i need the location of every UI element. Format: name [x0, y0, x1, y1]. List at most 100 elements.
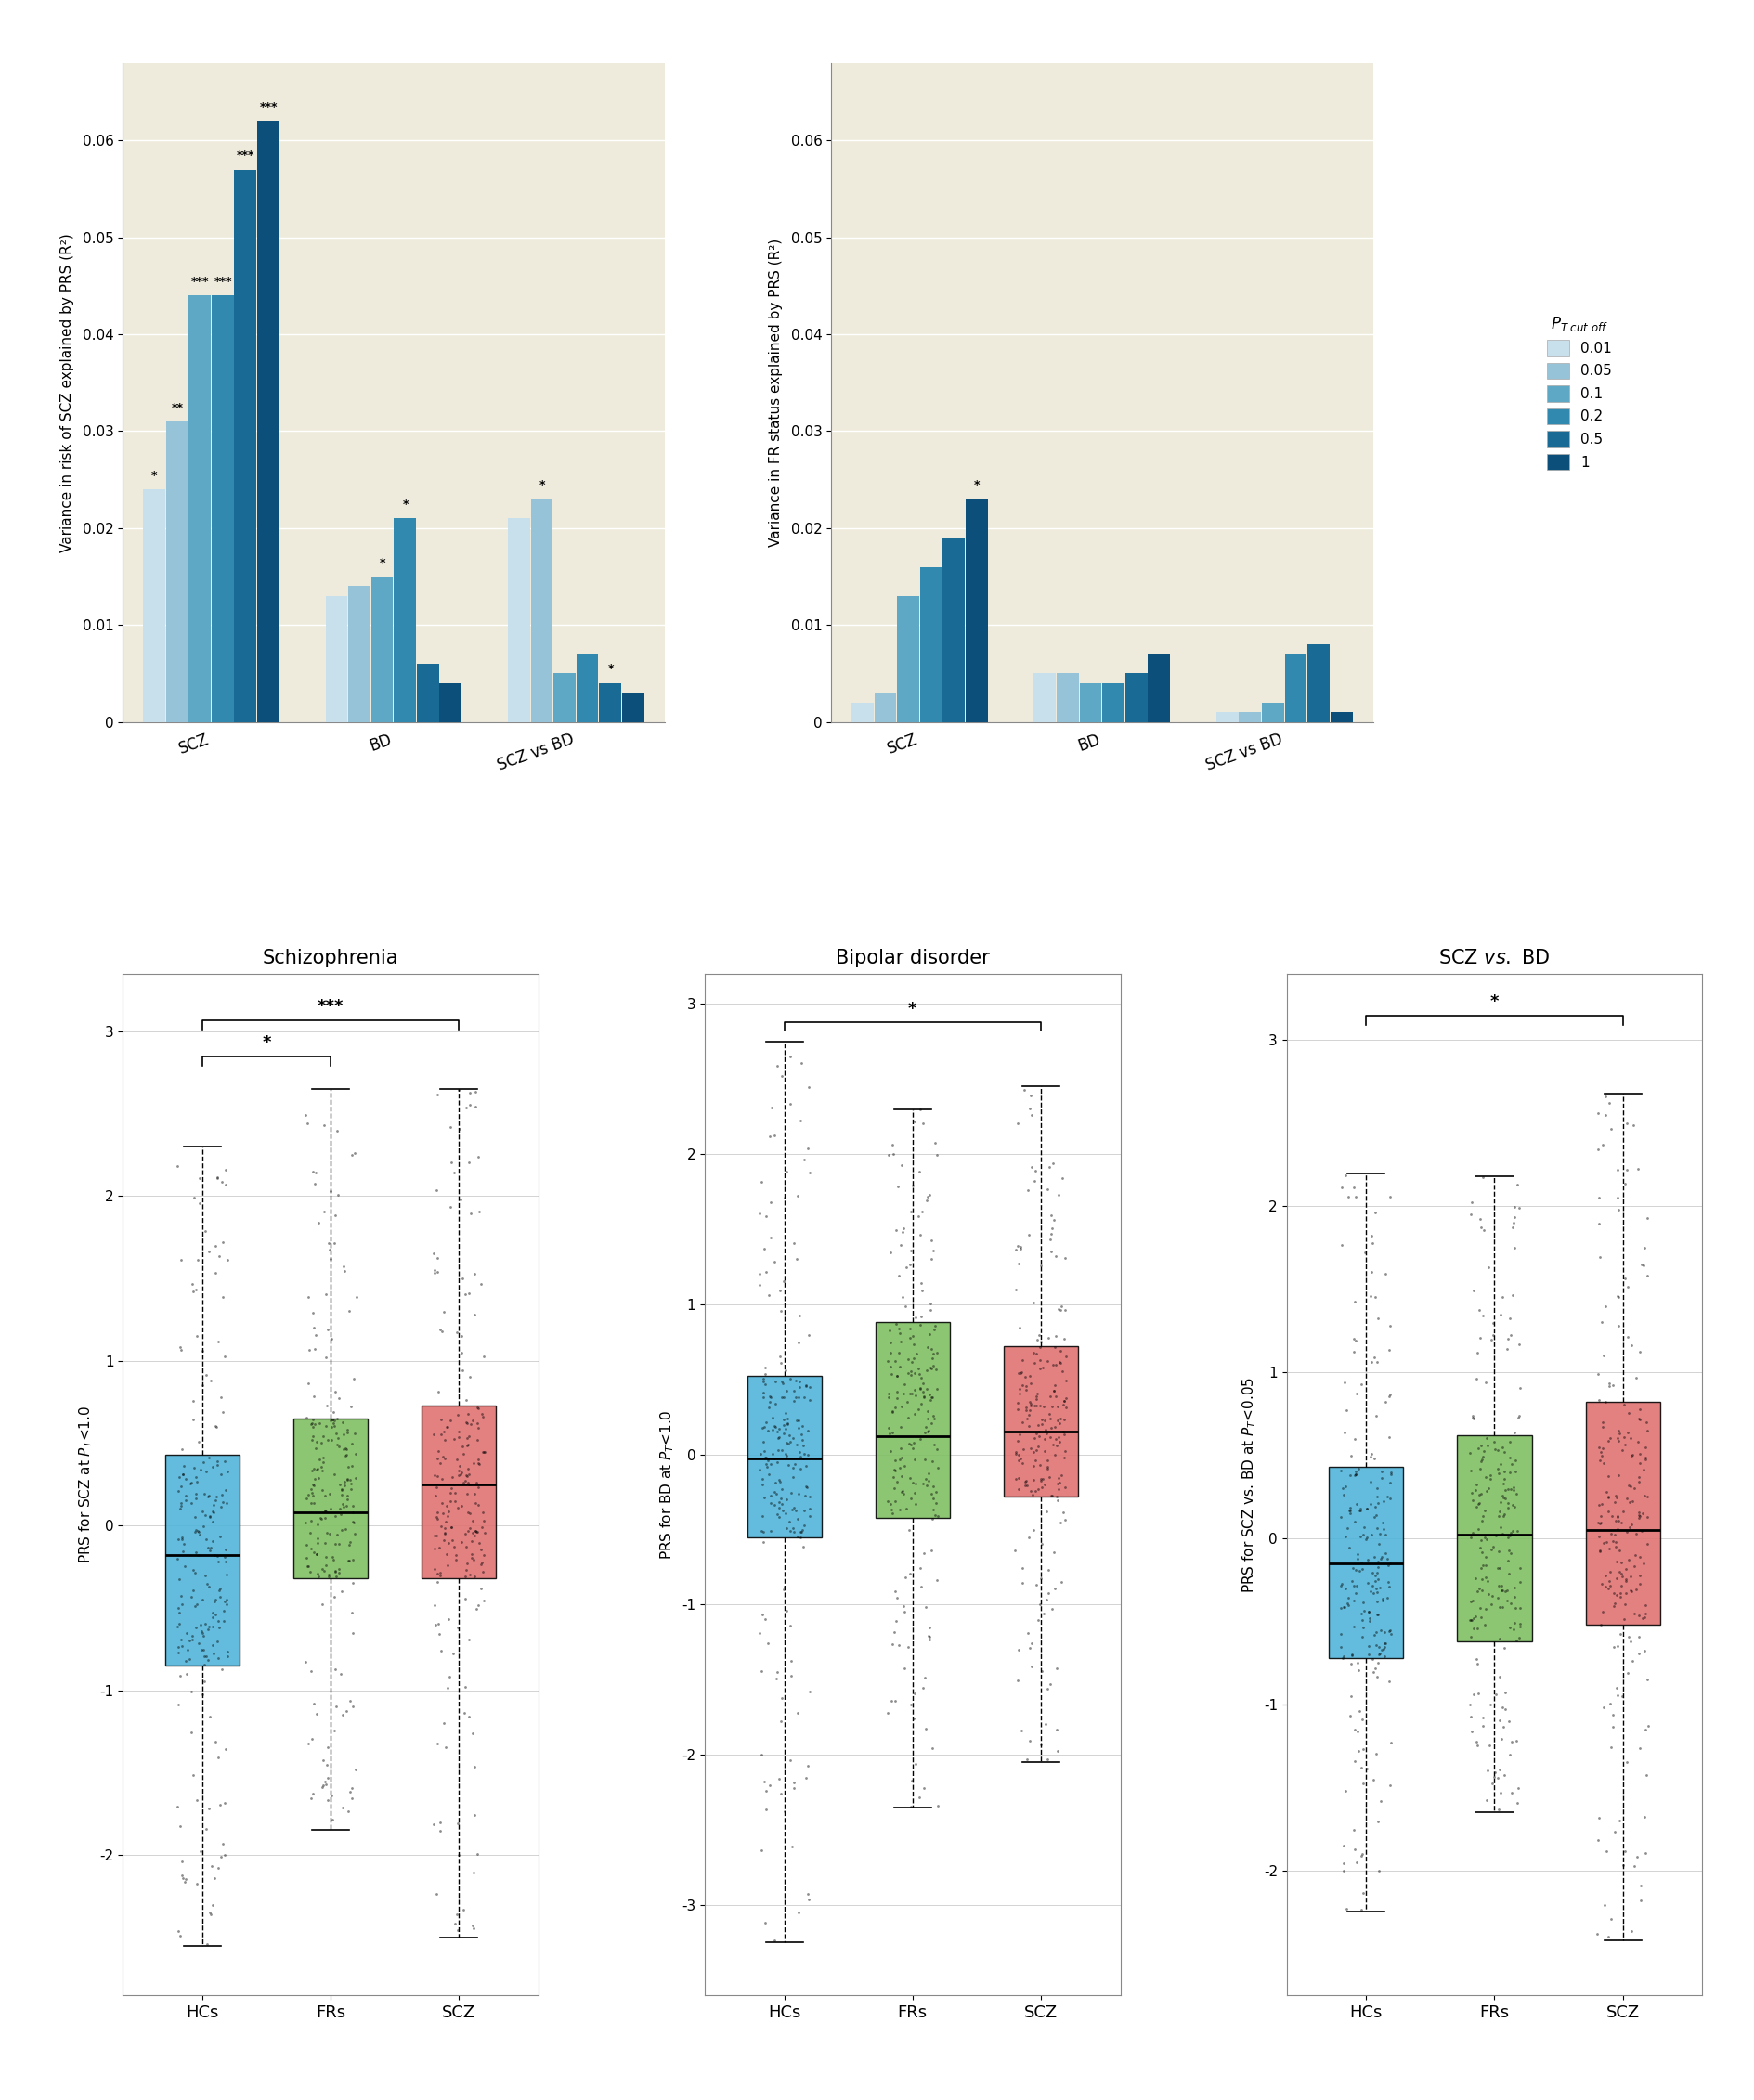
Bar — [1033, 674, 1056, 722]
Point — [177, 1716, 205, 1749]
Point — [900, 1357, 928, 1390]
Point — [1337, 1646, 1365, 1680]
Point — [1454, 1604, 1482, 1638]
Point — [182, 1867, 210, 1901]
Point — [1375, 1180, 1403, 1214]
Bar — [1079, 682, 1102, 722]
Point — [881, 1443, 909, 1476]
Point — [1342, 1457, 1370, 1491]
Point — [419, 1808, 447, 1842]
Point — [298, 1478, 326, 1512]
Point — [1002, 1273, 1030, 1306]
Point — [312, 1749, 340, 1783]
Point — [1486, 1447, 1514, 1480]
Point — [317, 1403, 346, 1436]
Point — [910, 1380, 938, 1413]
Point — [1044, 1466, 1072, 1499]
Point — [917, 1732, 945, 1766]
Point — [1493, 1472, 1521, 1506]
Point — [1014, 1399, 1042, 1432]
Point — [291, 1644, 319, 1678]
Point — [1598, 1499, 1626, 1533]
Point — [1629, 1588, 1658, 1621]
Point — [440, 1907, 468, 1940]
Point — [1037, 1222, 1065, 1256]
Point — [419, 1237, 447, 1270]
Point — [163, 1611, 191, 1644]
Point — [879, 1472, 907, 1506]
Point — [1335, 1699, 1363, 1732]
Point — [749, 1426, 777, 1460]
Point — [1629, 1441, 1658, 1474]
Point — [1600, 1485, 1628, 1518]
Point — [1026, 1352, 1054, 1386]
Point — [298, 1420, 326, 1453]
Point — [454, 1428, 482, 1462]
Point — [791, 1369, 819, 1403]
Point — [1021, 1569, 1049, 1602]
Point — [1603, 1180, 1631, 1214]
Point — [1461, 1361, 1489, 1394]
Point — [303, 1537, 332, 1571]
Point — [430, 1510, 458, 1544]
Point — [1005, 1634, 1033, 1667]
Point — [1356, 1441, 1384, 1474]
Point — [170, 1527, 198, 1560]
Point — [1044, 1390, 1072, 1424]
Point — [1361, 1195, 1389, 1228]
Point — [1626, 1869, 1654, 1903]
Point — [1463, 1336, 1491, 1369]
Point — [896, 1428, 924, 1462]
Point — [895, 1462, 923, 1495]
Bar — [1284, 653, 1307, 722]
Point — [330, 1254, 358, 1287]
Point — [1044, 1178, 1072, 1212]
Point — [1610, 1552, 1638, 1586]
Point — [310, 1478, 339, 1512]
Point — [1466, 1210, 1494, 1243]
Point — [877, 1357, 905, 1390]
Point — [442, 1896, 470, 1930]
Point — [1016, 1388, 1044, 1422]
Point — [1633, 1480, 1661, 1514]
Point — [330, 1464, 358, 1497]
Point — [1456, 1520, 1484, 1554]
Point — [900, 1327, 928, 1361]
Point — [896, 1558, 924, 1592]
Point — [1605, 1579, 1633, 1613]
Point — [447, 1354, 475, 1388]
Point — [202, 1411, 230, 1445]
Point — [770, 1415, 798, 1449]
Point — [1631, 1835, 1659, 1869]
Point — [916, 1352, 944, 1386]
Point — [1045, 1346, 1073, 1380]
Point — [454, 1514, 482, 1548]
Point — [342, 1462, 370, 1495]
Bar — [144, 489, 165, 722]
Point — [1612, 1415, 1640, 1449]
Point — [463, 1447, 491, 1480]
Point — [330, 1468, 358, 1502]
Point — [1587, 1128, 1615, 1161]
Point — [177, 1266, 205, 1300]
Point — [1024, 1449, 1052, 1483]
Point — [468, 1434, 496, 1468]
Point — [759, 1487, 788, 1520]
Point — [791, 1470, 819, 1504]
Point — [777, 1829, 805, 1863]
Point — [1331, 1892, 1359, 1926]
Point — [765, 1491, 793, 1525]
Point — [902, 1466, 930, 1499]
Point — [321, 1405, 349, 1438]
Point — [888, 1281, 916, 1315]
Point — [917, 1224, 945, 1258]
Point — [910, 1380, 938, 1413]
Point — [1352, 1520, 1380, 1554]
Point — [886, 1451, 914, 1485]
Point — [291, 1098, 319, 1132]
Point — [768, 1367, 796, 1401]
Point — [1487, 1468, 1515, 1502]
Point — [1026, 1325, 1054, 1359]
Point — [1049, 1415, 1077, 1449]
Point — [1603, 1630, 1631, 1663]
